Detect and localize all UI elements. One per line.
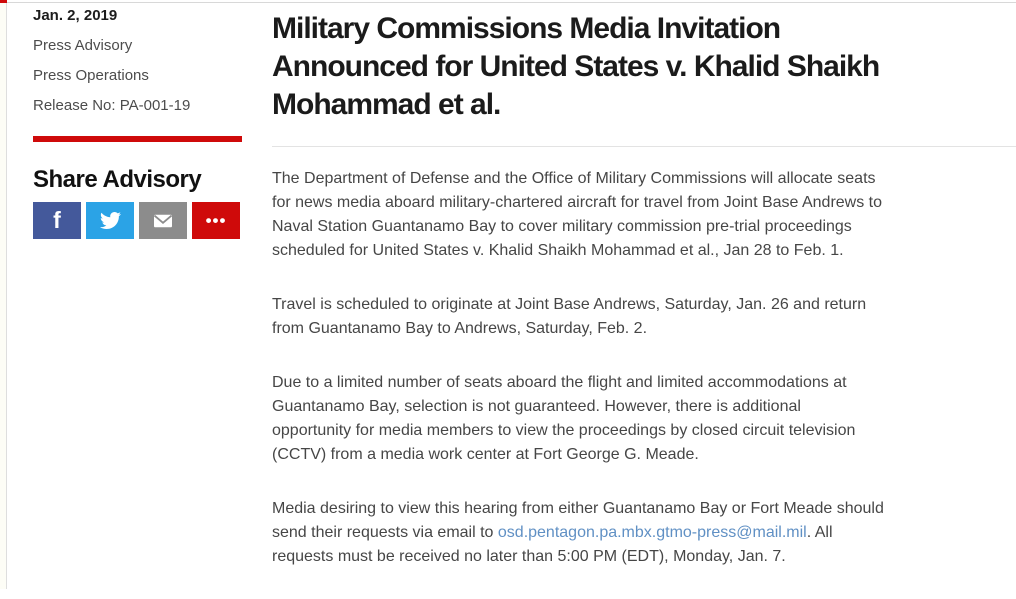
release-office: Press Operations [33,67,149,84]
share-heading: Share Advisory [33,166,202,193]
title-divider-rule [272,146,1016,147]
share-more-button[interactable]: ••• [192,202,240,239]
red-divider [33,136,242,142]
share-facebook-button[interactable]: f [33,202,81,239]
article-main: Military Commissions Media Invitation An… [272,0,1016,599]
release-number: Release No: PA-001-19 [33,97,191,114]
page-title-line: Mohammad et al. [272,88,501,121]
paragraph-line: (CCTV) from a media work center at Fort … [272,446,699,463]
paragraph-line: Travel is scheduled to originate at Join… [272,296,867,313]
page-accent-corner [0,0,7,4]
page-title: Military Commissions Media Invitation An… [272,10,1016,124]
envelope-icon [152,212,174,230]
paragraph-line: requests must be received no later than … [272,545,1016,569]
paragraph-line: from Guantanamo Bay to Andrews, Saturday… [272,320,648,337]
paragraph-text: requests must be received no later than … [272,548,786,565]
paragraph-text: . All [806,524,833,541]
paragraph-line: The Department of Defense and the Office… [272,170,876,187]
share-email-button[interactable] [139,202,187,239]
paragraph-line: send their requests via email to osd.pen… [272,521,1016,545]
ellipsis-icon: ••• [205,210,227,230]
email-link[interactable]: osd.pentagon.pa.mbx.gtmo-press@mail.mil [497,524,807,541]
paragraph-text: send their requests via email to [272,524,498,541]
top-border-line [7,2,1016,3]
paragraph-line: Due to a limited number of seats aboard … [272,374,847,391]
paragraph: Travel is scheduled to originate at Join… [272,293,1016,341]
paragraph-line: scheduled for United States v. Khalid Sh… [272,242,844,259]
paragraph-line: for news media aboard military-chartered… [272,194,883,211]
left-border-line [6,3,7,589]
paragraph-line: Guantanamo Bay, selection is not guarant… [272,398,801,415]
paragraph-line: Naval Station Guantanamo Bay to cover mi… [272,218,852,235]
share-button-row: f ••• [33,202,242,239]
paragraph-text: Media desiring to view this hearing from… [272,500,884,517]
page-title-line: Announced for United States v. Khalid Sh… [272,50,880,83]
page-title-line: Military Commissions Media Invitation [272,12,781,45]
paragraph-line: Media desiring to view this hearing from… [272,497,1016,521]
paragraph-line: opportunity for media members to view th… [272,422,856,439]
release-date: Jan. 2, 2019 [33,7,118,24]
twitter-bird-icon [99,210,121,231]
closing-paragraph: Media desiring to view this hearing from… [272,497,1016,569]
paragraph: The Department of Defense and the Office… [272,167,1016,263]
release-meta-sidebar: Jan. 2, 2019 Press Advisory Press Operat… [33,6,242,239]
paragraph: Due to a limited number of seats aboard … [272,371,1016,467]
facebook-f-icon: f [53,207,61,233]
left-gutter [0,3,6,589]
release-type: Press Advisory [33,37,133,54]
article-body: The Department of Defense and the Office… [272,167,1016,467]
share-twitter-button[interactable] [86,202,134,239]
